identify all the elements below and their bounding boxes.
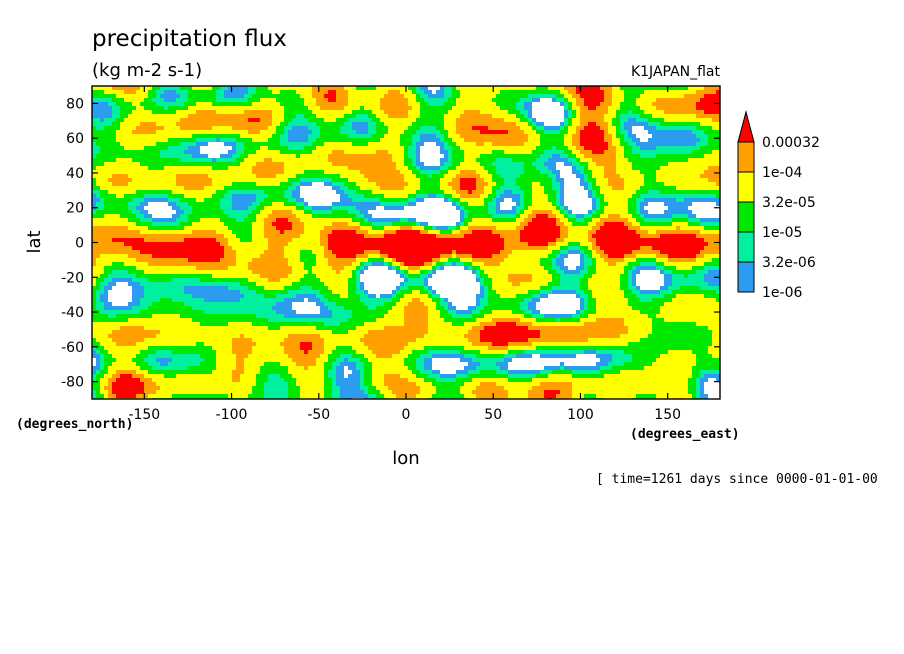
experiment-label: K1JAPAN_flat <box>631 64 721 80</box>
x-tick-label: 100 <box>567 407 594 423</box>
y-tick-label: 0 <box>75 236 84 252</box>
y-tick-label: -60 <box>61 340 84 356</box>
chart-title: precipitation flux <box>92 26 287 52</box>
y-tick-label: 80 <box>66 96 84 112</box>
legend-label: 1e-04 <box>762 165 802 181</box>
legend-label: 0.00032 <box>762 135 820 151</box>
x-tick-label: 150 <box>654 407 681 423</box>
legend-swatch <box>737 171 755 203</box>
legend-swatch <box>737 261 755 293</box>
time-annotation: [ time=1261 days since 0000-01-01-00 <box>596 472 878 487</box>
chart-units: (kg m-2 s-1) <box>92 60 202 81</box>
y-tick-label: -20 <box>61 270 84 286</box>
legend-label: 3.2e-05 <box>762 195 816 211</box>
legend-label: 1e-05 <box>762 225 802 241</box>
y-tick-label: -40 <box>61 305 84 321</box>
legend-overflow-triangle <box>737 110 755 143</box>
x-axis-units: (degrees_east) <box>630 427 740 442</box>
x-axis-label: lon <box>392 448 419 469</box>
legend-swatch <box>737 201 755 233</box>
x-axis: -150 -100 -50 0 50 100 150 <box>128 86 681 423</box>
x-tick-label: 50 <box>484 407 502 423</box>
y-axis: 80 60 40 20 0 -20 -40 -60 -80 <box>61 96 720 391</box>
legend-label: 3.2e-06 <box>762 255 816 271</box>
legend-label: 1e-06 <box>762 285 802 301</box>
y-tick-label: 20 <box>66 201 84 217</box>
y-tick-label: 40 <box>66 166 84 182</box>
legend-swatch <box>737 231 755 263</box>
legend-swatch <box>737 141 755 173</box>
y-axis-label: lat <box>24 230 45 253</box>
y-tick-label: -80 <box>61 375 84 391</box>
precipitation-field <box>92 86 720 399</box>
color-legend: 0.00032 1e-04 3.2e-05 1e-05 3.2e-06 1e-06 <box>737 110 820 301</box>
x-tick-label: -100 <box>216 407 248 423</box>
y-axis-units: (degrees_north) <box>16 417 133 432</box>
x-tick-label: 0 <box>402 407 411 423</box>
y-tick-label: 60 <box>66 131 84 147</box>
x-tick-label: -50 <box>307 407 330 423</box>
x-tick-label: -150 <box>128 407 160 423</box>
